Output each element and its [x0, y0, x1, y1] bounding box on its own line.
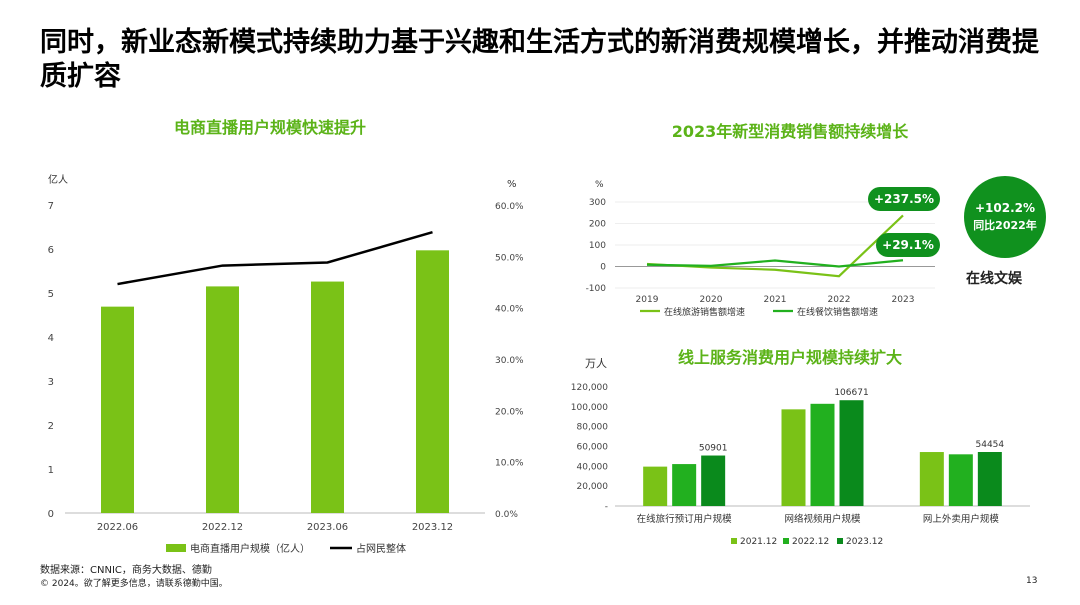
x-tick-label: 网络视频用户规模 [784, 513, 861, 525]
y-tick-label: 60,000 [577, 443, 609, 453]
legend-label: 2022.12 [792, 537, 829, 547]
x-tick-label: 在线旅行预订用户规模 [637, 513, 733, 525]
y-tick-label: 80,000 [577, 423, 609, 433]
bar-live-users [101, 306, 134, 513]
travel-growth-pill: +237.5% [868, 187, 940, 211]
dining-growth-pill: +29.1% [876, 233, 940, 257]
y-tick-label: 100 [589, 241, 606, 251]
y2-tick-label: 10.0% [495, 459, 524, 469]
bar-live-users [416, 250, 449, 513]
x-tick-label: 2023.12 [412, 522, 453, 533]
x-tick-label: 2019 [636, 295, 659, 305]
x-tick-label: 网上外卖用户规模 [923, 513, 1000, 525]
x-tick-label: 2022 [828, 295, 851, 305]
y-tick-label: 40,000 [577, 462, 609, 472]
y-tick-label: 200 [589, 220, 606, 230]
badge-value: +102.2% [974, 201, 1036, 215]
x-tick-label: 2023.06 [307, 522, 348, 533]
y-axis-label: 亿人 [48, 173, 68, 186]
legend-swatch-2021.12 [731, 538, 737, 544]
online-entertainment-badge: +102.2% 同比2022年 [964, 176, 1046, 258]
bar-live-users [206, 286, 239, 513]
online-entertainment-label: 在线文娱 [966, 271, 1022, 287]
legend-label: 2023.12 [846, 537, 883, 547]
y-tick-label: 5 [48, 289, 54, 300]
line-series-1 [646, 214, 904, 278]
y-tick-label: 120,000 [571, 383, 608, 393]
y-axis-label: % [595, 180, 604, 190]
y-tick-label: 4 [48, 333, 54, 344]
copyright: © 2024。欲了解更多信息，请联系德勤中国。 [40, 579, 228, 589]
y-tick-label: 0 [600, 263, 606, 273]
page-title: 同时，新业态新模式持续助力基于兴趣和生活方式的新消费规模增长，并推动消费提质扩容 [40, 27, 1039, 92]
y-tick-label: 0 [48, 509, 54, 520]
bar-2022.12 [948, 454, 973, 506]
x-tick-label: 2021 [764, 295, 787, 305]
bar-2021.12 [919, 452, 944, 506]
chart1-live-commerce-users: 亿人 % 0 1 2 3 4 5 6 7 0.0% 10.0% 20.0% 30.0% 40.0% 50.0%… [48, 173, 524, 555]
legend-swatch-2023.12 [837, 538, 843, 544]
bar-2021.12 [781, 409, 806, 506]
legend-swatch-2022.12 [783, 538, 789, 544]
y-tick-label: 7 [48, 201, 54, 212]
y2-tick-label: 60.0% [495, 202, 524, 212]
line-share-of-netizens [117, 231, 433, 286]
y2-tick-label: 40.0% [495, 305, 524, 315]
legend-label: 2021.12 [740, 537, 777, 547]
chart2-new-consumption-growth: % -100 0 100 200 300 2019 2020 2021 2022 2023 在线旅游销… [586, 180, 935, 318]
data-label: 54454 [976, 440, 1005, 450]
y2-tick-label: 0.0% [495, 510, 518, 520]
page-number: 13 [1026, 576, 1038, 586]
data-label: 106671 [834, 388, 868, 398]
x-tick-label: 2022.12 [202, 522, 243, 533]
y2-axis-label: % [507, 179, 517, 190]
legend-label-bar: 电商直播用户规模（亿人） [190, 542, 310, 555]
chart3-online-service-users: 万人 - 20,000 40,000 60,000 80,000 100,000 120,00… [571, 357, 1030, 547]
chart3-title: 线上服务消费用户规模持续扩大 [677, 348, 902, 367]
y-tick-label: 6 [48, 245, 54, 256]
y-tick-label: -100 [586, 284, 607, 294]
x-tick-label: 2023 [892, 295, 915, 305]
legend-label-dining: 在线餐饮销售额增速 [797, 306, 878, 318]
bar-2023.12 [839, 400, 864, 506]
y2-tick-label: 20.0% [495, 407, 524, 417]
bar-2023.12 [701, 455, 726, 506]
legend-label-travel: 在线旅游销售额增速 [664, 306, 745, 318]
bar-2021.12 [643, 466, 668, 506]
y-tick-label: 2 [48, 421, 54, 432]
y-tick-label: 1 [48, 465, 54, 476]
chart1-title: 电商直播用户规模快速提升 [173, 118, 366, 137]
data-label: 50901 [699, 444, 728, 454]
x-tick-label: 2020 [700, 295, 723, 305]
y-tick-label: 300 [589, 198, 606, 208]
y-tick-label: 3 [48, 377, 54, 388]
source-note: 数据来源：CNNIC，商务大数据、德勤 [40, 565, 212, 576]
y2-tick-label: 50.0% [495, 253, 524, 263]
x-tick-label: 2022.06 [97, 522, 138, 533]
bar-2023.12 [977, 451, 1002, 506]
y-tick-label: 100,000 [571, 403, 608, 413]
bar-2022.12 [810, 403, 835, 506]
y-axis-label: 万人 [585, 357, 607, 370]
badge-caption: 同比2022年 [973, 219, 1037, 232]
bar-live-users [311, 281, 344, 513]
bar-2022.12 [672, 464, 697, 506]
line-series-2 [646, 259, 904, 268]
legend-label-line: 占网民整体 [356, 542, 406, 555]
y2-tick-label: 30.0% [495, 356, 524, 366]
chart2-title: 2023年新型消费销售额持续增长 [671, 122, 909, 141]
legend-swatch-bar [166, 544, 186, 552]
y-tick-label: 20,000 [577, 482, 609, 492]
y-tick-label: - [605, 502, 608, 512]
